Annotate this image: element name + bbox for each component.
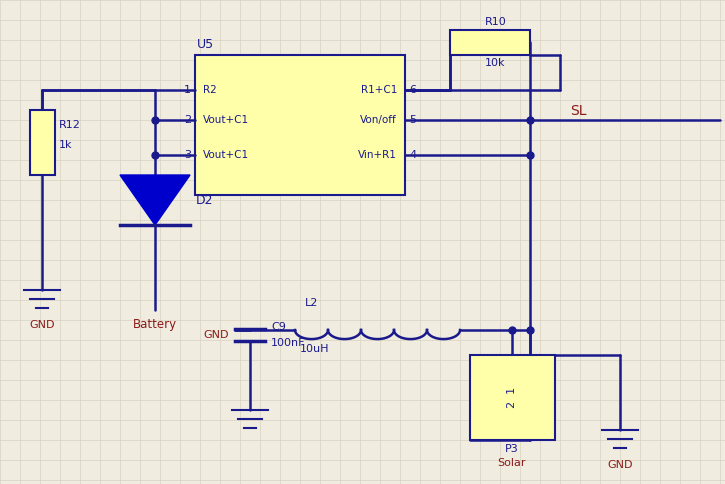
Text: 2: 2	[184, 115, 191, 125]
Text: GND: GND	[608, 460, 633, 470]
Text: R1+C1: R1+C1	[360, 85, 397, 95]
Text: 6: 6	[409, 85, 416, 95]
Text: 10uH: 10uH	[300, 344, 329, 354]
Text: 1k: 1k	[59, 140, 72, 150]
Bar	[30, 110, 55, 175]
Text: 5: 5	[409, 115, 416, 125]
Text: U5: U5	[197, 38, 214, 51]
Text: Vout+C1: Vout+C1	[203, 115, 249, 125]
Text: L2: L2	[305, 298, 318, 308]
Text: 2  1: 2 1	[507, 386, 517, 408]
Text: P3: P3	[505, 444, 519, 454]
Text: D2: D2	[196, 194, 213, 207]
Text: R12: R12	[59, 120, 81, 130]
Text: Solar: Solar	[498, 458, 526, 468]
Text: Vout+C1: Vout+C1	[203, 150, 249, 160]
Bar	[195, 55, 405, 195]
Text: C9: C9	[271, 322, 286, 332]
Text: Von/off: Von/off	[360, 115, 397, 125]
Text: 3: 3	[184, 150, 191, 160]
Text: 1: 1	[184, 85, 191, 95]
Text: 10k: 10k	[485, 58, 505, 68]
Text: GND: GND	[204, 330, 229, 340]
Text: Vin+R1: Vin+R1	[358, 150, 397, 160]
Text: SL: SL	[570, 104, 587, 118]
Text: R10: R10	[485, 17, 507, 27]
Text: 100nF: 100nF	[271, 338, 305, 348]
Bar	[470, 355, 555, 440]
Bar	[450, 30, 530, 55]
Text: Battery: Battery	[133, 318, 177, 331]
Polygon shape	[120, 175, 190, 225]
Text: GND: GND	[29, 320, 55, 330]
Text: R2: R2	[203, 85, 217, 95]
Text: 4: 4	[409, 150, 416, 160]
